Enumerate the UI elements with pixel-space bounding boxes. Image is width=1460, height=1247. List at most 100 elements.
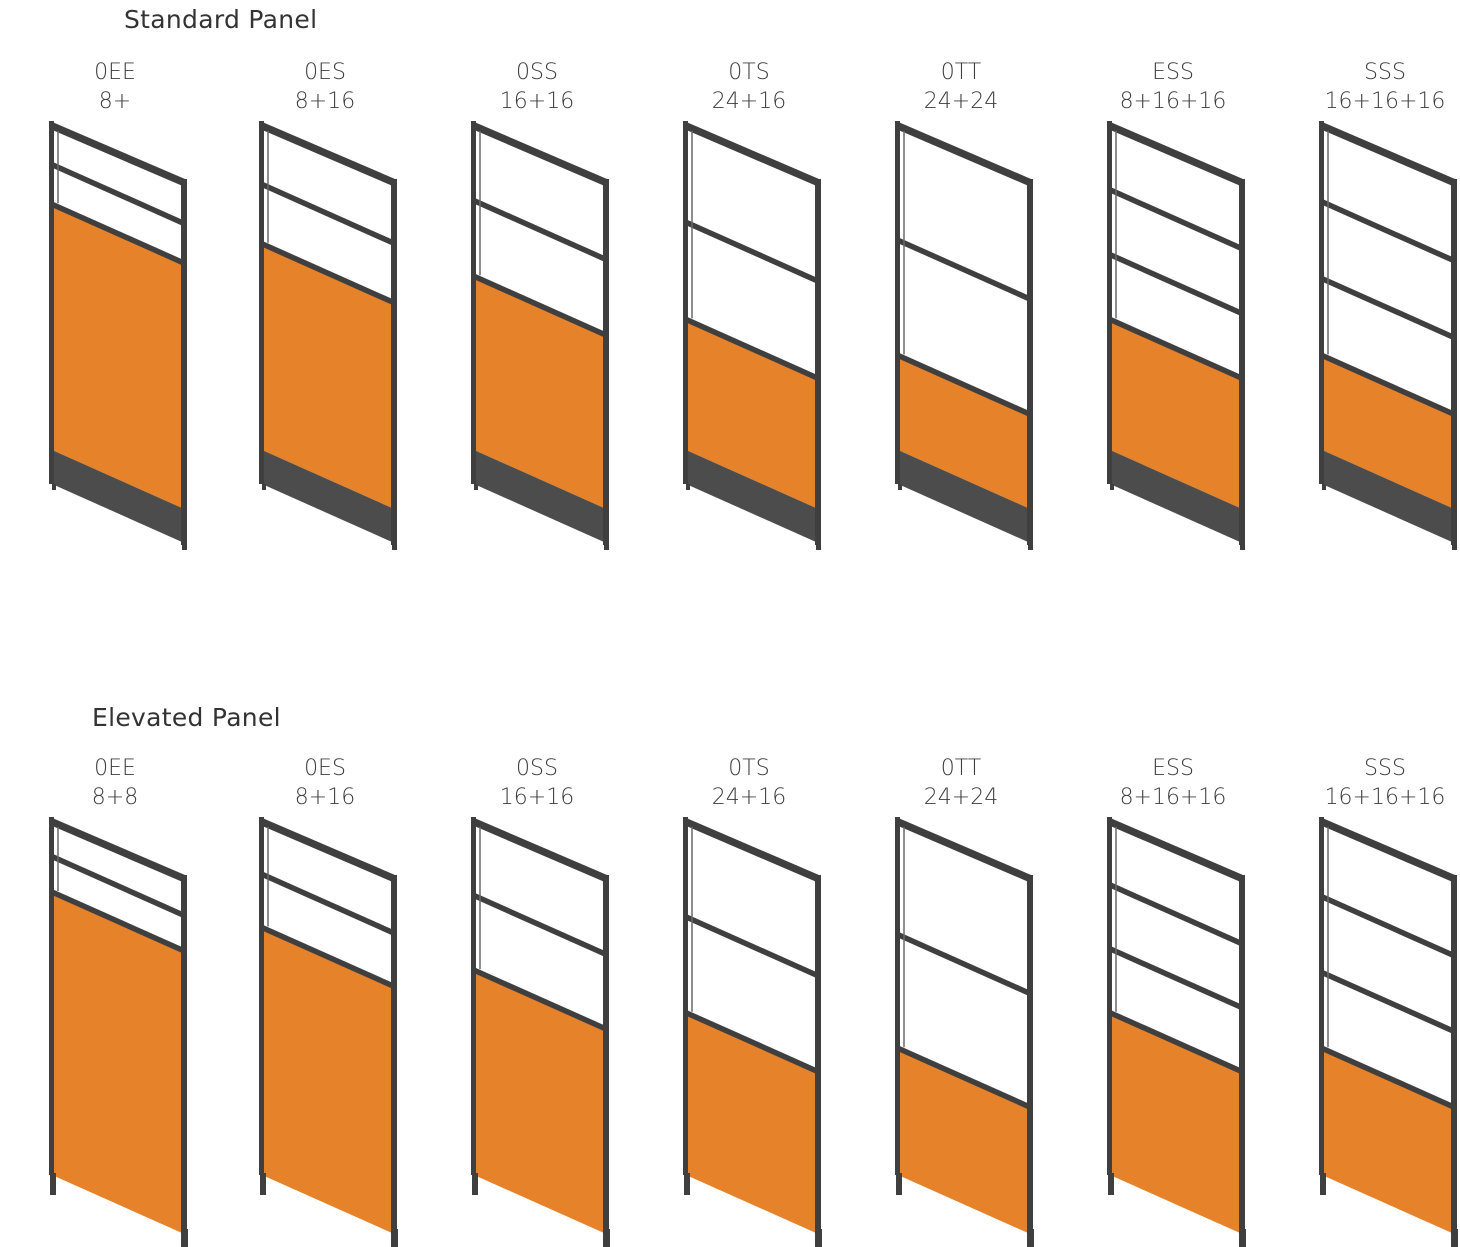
panel-drawing <box>49 817 188 1247</box>
fabric-tile <box>52 891 182 1233</box>
frame-right-post <box>815 179 821 545</box>
foot-right <box>1452 542 1457 550</box>
base-strip <box>262 450 392 542</box>
frame-right-post <box>1027 179 1033 545</box>
glass-rail <box>686 1009 816 1074</box>
frame-top-rail <box>684 121 819 187</box>
panel-size: 8+16+16 <box>1119 785 1227 810</box>
frame-left-post <box>1319 121 1324 484</box>
frame-left-post <box>259 121 264 484</box>
fabric-tile <box>52 203 182 508</box>
base-strip <box>898 450 1028 542</box>
frame-right-post <box>1239 875 1245 1236</box>
glass-rail <box>52 853 182 918</box>
frame-top-rail <box>50 817 185 883</box>
fabric-tile <box>474 275 604 508</box>
panel-code: ESS <box>1152 60 1194 85</box>
glass-rail <box>262 240 392 305</box>
panel-label: 0TS 24+16 <box>664 58 834 116</box>
fabric-tile <box>262 926 392 1233</box>
foot-right <box>816 542 821 550</box>
panel-size: 24+16 <box>711 785 787 810</box>
glass-rail <box>1110 945 1240 1010</box>
leg-left <box>1108 1173 1114 1195</box>
foot-right <box>604 542 609 550</box>
panel-size: 8+16 <box>294 89 356 114</box>
foot-right <box>182 542 187 550</box>
frame-right-post <box>1451 875 1457 1236</box>
frame-top-rail <box>896 817 1031 883</box>
panel-size: 8+16+16 <box>1119 89 1227 114</box>
panel-size: 16+16 <box>499 785 575 810</box>
frame-top-rail <box>1108 121 1243 187</box>
panel-label: 0SS 16+16 <box>452 754 622 812</box>
leg-right <box>391 1229 398 1247</box>
fabric-tile <box>686 1011 816 1233</box>
panel-label: 0ES 8+16 <box>240 754 410 812</box>
panel-code: 0SS <box>516 756 558 781</box>
frame-left-post <box>471 817 476 1175</box>
foot-left <box>1322 484 1326 490</box>
panel-size: 8+16 <box>294 785 356 810</box>
frame-top-rail <box>50 121 185 187</box>
panel-drawing <box>471 817 610 1247</box>
leg-right <box>1027 1229 1034 1247</box>
glass-rail <box>52 889 182 953</box>
panel-code: 0TT <box>940 756 982 781</box>
glass-rail <box>474 197 604 262</box>
base-strip <box>686 450 816 542</box>
panel-code: SSS <box>1364 756 1406 781</box>
glass-rail <box>1322 1045 1452 1110</box>
frame-left-post <box>895 121 900 484</box>
panel-code: SSS <box>1364 60 1406 85</box>
panel-code: 0ES <box>304 60 346 85</box>
frame-top-rail <box>472 817 607 883</box>
base-strip <box>52 450 182 542</box>
glass-rail <box>52 161 182 226</box>
panel-drawing <box>259 121 397 550</box>
frame-right-post <box>181 875 187 1236</box>
glass-rail <box>898 931 1028 996</box>
leg-right <box>181 1229 188 1247</box>
panel-code: 0ES <box>304 756 346 781</box>
panel-drawing <box>683 817 822 1247</box>
panel-drawing <box>471 121 609 550</box>
frame-right-post <box>1027 875 1033 1236</box>
panel-label: ESS 8+16+16 <box>1088 754 1258 812</box>
base-strip <box>1322 450 1452 542</box>
glass-rail <box>1110 186 1240 251</box>
glass-rail <box>898 352 1028 417</box>
panel-label: 0EE 8+8 <box>30 754 200 812</box>
frame-top-rail <box>1320 817 1455 883</box>
panel-drawing <box>895 121 1033 550</box>
panel-size: 24+24 <box>923 89 999 114</box>
leg-left <box>50 1173 56 1195</box>
panel-drawing <box>1319 121 1457 550</box>
foot-left <box>52 484 56 490</box>
glass-rail <box>1110 1009 1240 1074</box>
glass-rail <box>686 913 816 978</box>
frame-right-post <box>391 875 397 1236</box>
panel-label: 0ES 8+16 <box>240 58 410 116</box>
panel-drawing <box>259 817 398 1247</box>
glass-rail <box>1110 881 1240 946</box>
foot-left <box>474 484 478 490</box>
panel-label: 0TT 24+24 <box>876 754 1046 812</box>
frame-left-post <box>683 121 688 484</box>
panel-size: 24+16 <box>711 89 787 114</box>
panel-size: 24+24 <box>923 785 999 810</box>
section-title: Elevated Panel <box>92 703 281 732</box>
panel-code: 0TS <box>728 756 770 781</box>
glass-rail <box>474 967 604 1032</box>
glass-rail <box>52 201 182 266</box>
leg-left <box>684 1173 690 1195</box>
frame-left-post <box>259 817 264 1175</box>
frame-right-post <box>603 875 609 1236</box>
base-strip <box>474 450 604 542</box>
panel-drawing <box>1107 121 1245 550</box>
frame-top-rail <box>472 121 607 187</box>
panel-size: 16+16+16 <box>1324 785 1446 810</box>
glass-rail <box>262 871 392 936</box>
foot-left <box>1110 484 1114 490</box>
frame-right-post <box>181 179 187 545</box>
